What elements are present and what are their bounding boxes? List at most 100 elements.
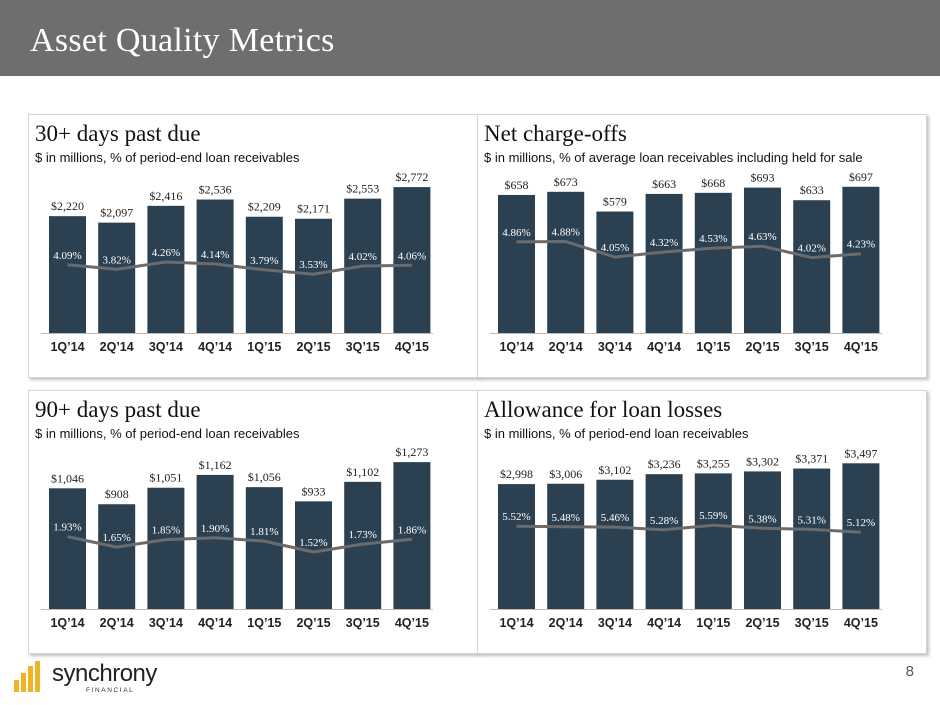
value-label: $673 xyxy=(554,175,578,189)
bar xyxy=(98,222,136,333)
rate-label: 5.12% xyxy=(847,517,875,529)
chart-subtitle: $ in millions, % of period-end loan rece… xyxy=(484,426,749,441)
rate-label: 4.26% xyxy=(152,247,180,259)
rate-label: 4.14% xyxy=(201,249,229,261)
rate-label: 5.59% xyxy=(699,510,727,522)
rate-label: 4.09% xyxy=(53,250,81,262)
chart-title: Allowance for loan losses xyxy=(484,397,723,422)
rate-label: 1.81% xyxy=(250,526,278,538)
category-tick-label: 1Q’14 xyxy=(50,616,84,630)
bar xyxy=(547,483,585,609)
rate-label: 5.38% xyxy=(748,513,776,525)
value-label: $3,371 xyxy=(795,452,828,466)
bar xyxy=(295,218,332,333)
synchrony-logo: synchrony FINANCIAL xyxy=(12,660,162,696)
value-label: $633 xyxy=(800,183,824,197)
bar xyxy=(98,504,136,609)
bar xyxy=(694,473,732,609)
value-label: $2,220 xyxy=(51,199,84,213)
value-label: $3,236 xyxy=(648,457,681,471)
rate-label: 4.02% xyxy=(797,243,825,255)
chart-30-days-past-due: $2,220 1Q’14 $2,097 2Q’14 $2,416 3Q’14 $2,536 4… xyxy=(41,170,433,354)
rate-label: 5.46% xyxy=(601,512,629,524)
bar xyxy=(744,187,781,333)
category-tick-label: 4Q’14 xyxy=(647,340,681,354)
value-label: $3,497 xyxy=(844,446,877,460)
rate-label: 1.90% xyxy=(201,523,229,535)
chart-panel-30-days-past-due: 30+ days past due $ in millions, % of pe… xyxy=(28,114,478,378)
rate-label: 1.73% xyxy=(348,529,376,541)
value-label: $2,998 xyxy=(500,467,533,481)
rate-label: 1.65% xyxy=(102,532,130,544)
value-label: $3,255 xyxy=(697,456,730,470)
category-tick-label: 1Q’15 xyxy=(696,616,730,630)
value-label: $2,772 xyxy=(395,170,428,184)
bar xyxy=(393,187,431,333)
value-label: $1,102 xyxy=(346,465,379,479)
value-label: $908 xyxy=(105,487,129,501)
bar xyxy=(49,216,86,333)
category-tick-label: 1Q’15 xyxy=(247,340,281,354)
category-tick-label: 1Q’14 xyxy=(499,616,533,630)
category-tick-label: 2Q’14 xyxy=(100,616,134,630)
bar xyxy=(245,487,283,609)
category-tick-label: 2Q’15 xyxy=(296,616,330,630)
rate-label: 4.05% xyxy=(601,242,629,254)
bar xyxy=(196,474,234,609)
rate-label: 3.82% xyxy=(102,254,130,266)
category-tick-label: 1Q’14 xyxy=(50,340,84,354)
bar xyxy=(842,186,880,333)
value-label: $2,171 xyxy=(297,202,330,216)
rate-label: 4.06% xyxy=(398,250,426,262)
category-tick-label: 3Q’15 xyxy=(795,616,829,630)
bar xyxy=(295,501,332,609)
category-tick-label: 4Q’14 xyxy=(647,616,681,630)
rate-label: 1.85% xyxy=(152,525,180,537)
rate-label: 4.88% xyxy=(551,227,579,239)
value-label: $2,097 xyxy=(100,206,133,220)
category-tick-label: 4Q’15 xyxy=(395,616,429,630)
rate-label: 1.93% xyxy=(53,522,81,534)
value-label: $2,209 xyxy=(248,200,281,214)
rate-label: 5.28% xyxy=(650,515,678,527)
chart-title: 30+ days past due xyxy=(35,121,201,146)
category-tick-label: 3Q’14 xyxy=(149,616,183,630)
chart-title: Net charge-offs xyxy=(484,121,627,146)
category-tick-label: 1Q’15 xyxy=(247,616,281,630)
rate-label: 1.86% xyxy=(398,524,426,536)
value-label: $2,553 xyxy=(346,182,379,196)
bar xyxy=(793,200,831,333)
category-tick-label: 3Q’15 xyxy=(346,616,380,630)
bar xyxy=(694,192,732,333)
rate-trend-line xyxy=(67,535,413,554)
bar xyxy=(498,194,535,333)
category-tick-label: 4Q’15 xyxy=(844,616,878,630)
chart-90-days-past-due: $1,046 1Q’14 $908 2Q’14 $1,051 3Q’14 $1,162 4Q’… xyxy=(41,445,433,630)
rate-label: 4.86% xyxy=(502,227,530,239)
category-tick-label: 2Q’14 xyxy=(549,616,583,630)
chart-subtitle: $ in millions, % of period-end loan rece… xyxy=(35,426,300,441)
rate-trend-line xyxy=(516,523,861,534)
header-bar: Asset Quality Metrics xyxy=(0,0,940,76)
bar xyxy=(596,479,634,609)
rate-label: 5.48% xyxy=(551,512,579,524)
chart-panel-net-charge-offs: Net charge-offs $ in millions, % of aver… xyxy=(477,114,927,378)
category-tick-label: 3Q’15 xyxy=(795,340,829,354)
category-tick-label: 1Q’15 xyxy=(696,340,730,354)
bar xyxy=(842,463,880,609)
page-number: 8 xyxy=(905,663,914,680)
category-tick-label: 2Q’14 xyxy=(549,340,583,354)
rate-trend-line xyxy=(67,260,412,276)
chart-panel-90-days-past-due: 90+ days past due $ in millions, % of pe… xyxy=(28,390,478,654)
category-tick-label: 1Q’14 xyxy=(499,340,533,354)
rate-label: 1.52% xyxy=(299,537,327,549)
chart-allowance-for-loan-losses: $2,998 1Q’14 $3,006 2Q’14 $3,102 3Q’14 $3,236 4… xyxy=(490,446,882,630)
value-label: $3,302 xyxy=(746,454,779,468)
category-tick-label: 4Q’15 xyxy=(395,340,429,354)
value-label: $579 xyxy=(603,195,627,209)
bar xyxy=(596,211,634,333)
value-label: $933 xyxy=(302,484,326,498)
category-tick-label: 3Q’14 xyxy=(598,616,632,630)
category-tick-label: 3Q’15 xyxy=(346,340,380,354)
value-label: $3,102 xyxy=(598,463,631,477)
